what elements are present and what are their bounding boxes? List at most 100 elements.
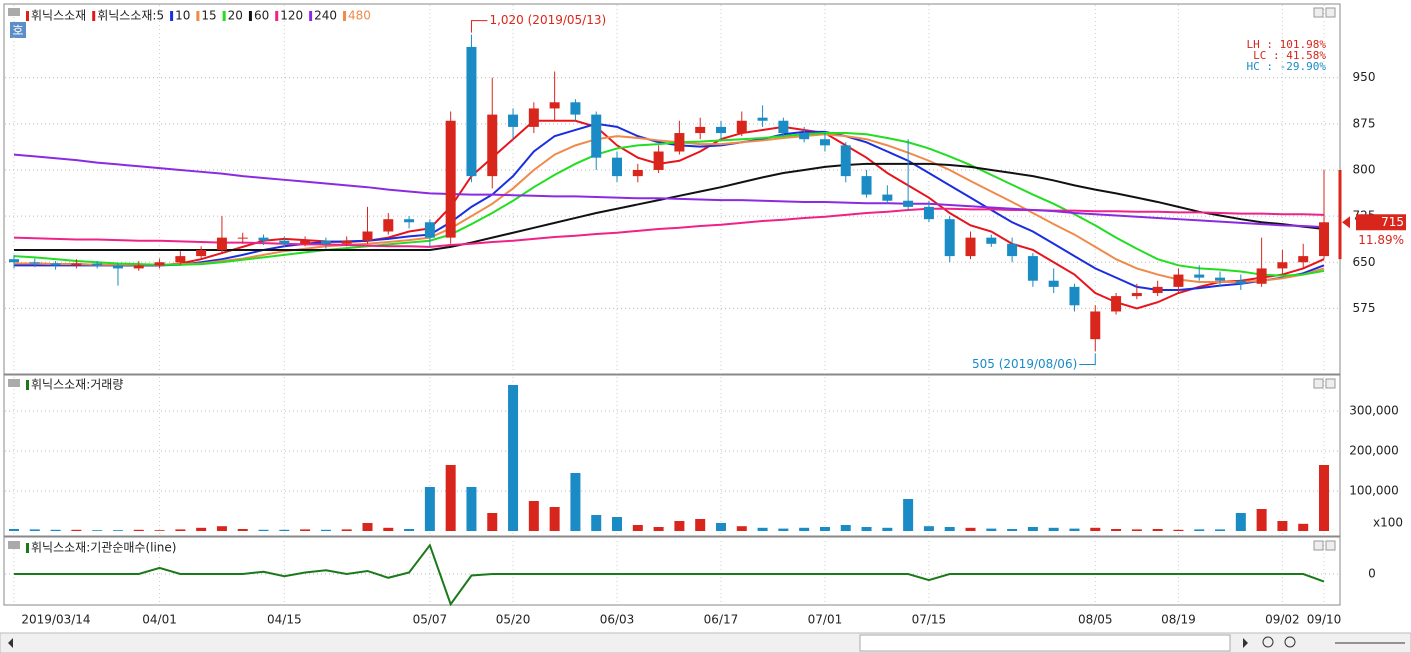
minimize-button[interactable] bbox=[1313, 378, 1324, 389]
legend-label: 휘닉스소재 bbox=[31, 9, 86, 23]
volume-bar bbox=[29, 529, 40, 531]
legend-swatch bbox=[309, 11, 313, 21]
legend-swatch bbox=[26, 543, 29, 553]
scrollbar bbox=[0, 632, 1411, 653]
x-tick-label: 05/07 bbox=[413, 613, 448, 627]
volume-bar bbox=[1298, 523, 1309, 531]
candle-body bbox=[861, 176, 872, 195]
candle-body bbox=[508, 114, 519, 127]
x-tick-label: 2019/03/14 bbox=[21, 613, 90, 627]
minimize-button[interactable] bbox=[1313, 540, 1324, 551]
volume-bar bbox=[383, 527, 394, 531]
candle-body bbox=[133, 265, 144, 269]
candle-body bbox=[736, 120, 747, 134]
candle-body bbox=[362, 231, 373, 241]
y-tick-label: 575 bbox=[1353, 301, 1376, 315]
institution-line bbox=[14, 543, 1325, 607]
volume-bar bbox=[112, 530, 123, 531]
volume-bar bbox=[1277, 521, 1288, 531]
volume-bar bbox=[882, 527, 893, 531]
volume-bar bbox=[175, 529, 186, 531]
candle-body bbox=[341, 240, 352, 244]
panel-buttons bbox=[1313, 7, 1336, 551]
volume-bar bbox=[466, 487, 477, 531]
zoom-out[interactable] bbox=[1262, 636, 1274, 648]
legend-label: 휘닉스소재:기관순매수(line) bbox=[31, 541, 176, 555]
scroll-right[interactable] bbox=[1243, 638, 1248, 648]
volume-bar bbox=[819, 527, 830, 531]
candle-body bbox=[923, 206, 934, 220]
moving-average-line bbox=[14, 133, 1325, 283]
candle-body bbox=[1256, 268, 1267, 284]
x-tick-label: 05/20 bbox=[496, 613, 531, 627]
candle-body bbox=[1319, 222, 1329, 257]
volume-bar bbox=[1319, 465, 1329, 531]
legend-label: 240 bbox=[314, 9, 337, 23]
volume-bar bbox=[965, 527, 976, 531]
volume-bar bbox=[362, 523, 373, 531]
x-tick-label: 04/15 bbox=[267, 613, 302, 627]
candle-body bbox=[175, 256, 186, 263]
volume-bar bbox=[612, 517, 623, 531]
candle-body bbox=[1298, 256, 1309, 263]
volume-bar bbox=[1173, 529, 1184, 531]
volume-panel bbox=[3, 374, 1341, 537]
volume-bar bbox=[196, 527, 207, 531]
volume-bar bbox=[320, 529, 331, 531]
volume-bar bbox=[695, 519, 706, 531]
minimize-button[interactable] bbox=[1313, 7, 1324, 18]
volume-bar bbox=[71, 529, 82, 531]
candle-body bbox=[1069, 286, 1080, 306]
volume-bar bbox=[549, 507, 560, 531]
scroll-left[interactable] bbox=[8, 638, 13, 648]
candle-body bbox=[986, 237, 997, 244]
candle-body bbox=[196, 249, 207, 257]
close-button[interactable] bbox=[1325, 540, 1336, 551]
legend-swatch bbox=[222, 11, 226, 21]
scroll-thumb[interactable] bbox=[859, 634, 1231, 652]
candle-body bbox=[674, 133, 685, 152]
panel-icon bbox=[8, 8, 20, 16]
volume-bar bbox=[903, 499, 914, 531]
volume-bar bbox=[1048, 527, 1059, 531]
candle-body bbox=[903, 200, 914, 207]
candle-body bbox=[1173, 274, 1184, 287]
candle-body bbox=[9, 259, 19, 263]
x-tick-label: 08/19 bbox=[1161, 613, 1196, 627]
volume-bar bbox=[632, 525, 643, 531]
volume-bar bbox=[757, 527, 768, 531]
candle-body bbox=[445, 120, 456, 238]
last-price: 715 bbox=[1381, 215, 1404, 229]
volume-bar bbox=[715, 523, 726, 531]
volume-bar bbox=[1090, 527, 1101, 531]
panel-icon bbox=[8, 379, 20, 387]
volume-bar bbox=[570, 473, 581, 531]
volume-bar bbox=[1069, 528, 1080, 531]
x-tick-label: 06/17 bbox=[704, 613, 739, 627]
volume-bar bbox=[216, 526, 227, 531]
zoom-in[interactable] bbox=[1284, 636, 1296, 648]
candle-body bbox=[882, 194, 893, 201]
candle-body bbox=[258, 237, 269, 241]
stat-label: LH : 101.98% bbox=[1247, 38, 1327, 51]
close-button[interactable] bbox=[1325, 7, 1336, 18]
candle-body bbox=[1194, 274, 1205, 278]
close-button[interactable] bbox=[1325, 378, 1336, 389]
last-change: 11.89% bbox=[1358, 233, 1404, 247]
legend-label: 휘닉스소재:거래량 bbox=[31, 378, 123, 392]
volume-bar bbox=[1152, 529, 1163, 531]
candle-body bbox=[1007, 243, 1018, 257]
candle-body bbox=[1277, 262, 1288, 269]
candle-body bbox=[1090, 311, 1101, 340]
legend-swatch bbox=[92, 11, 96, 21]
y-tick-label: 800 bbox=[1353, 162, 1376, 176]
volume-bar bbox=[9, 529, 19, 531]
volume-bar bbox=[424, 487, 435, 531]
volume-bar bbox=[279, 529, 290, 531]
candle-body bbox=[92, 263, 103, 266]
candle-body bbox=[1131, 293, 1142, 297]
candle-body bbox=[216, 237, 227, 250]
legend-label: 60 bbox=[254, 9, 269, 23]
panel-icon bbox=[8, 541, 20, 549]
low-label: 505 (2019/08/06) bbox=[972, 357, 1077, 371]
